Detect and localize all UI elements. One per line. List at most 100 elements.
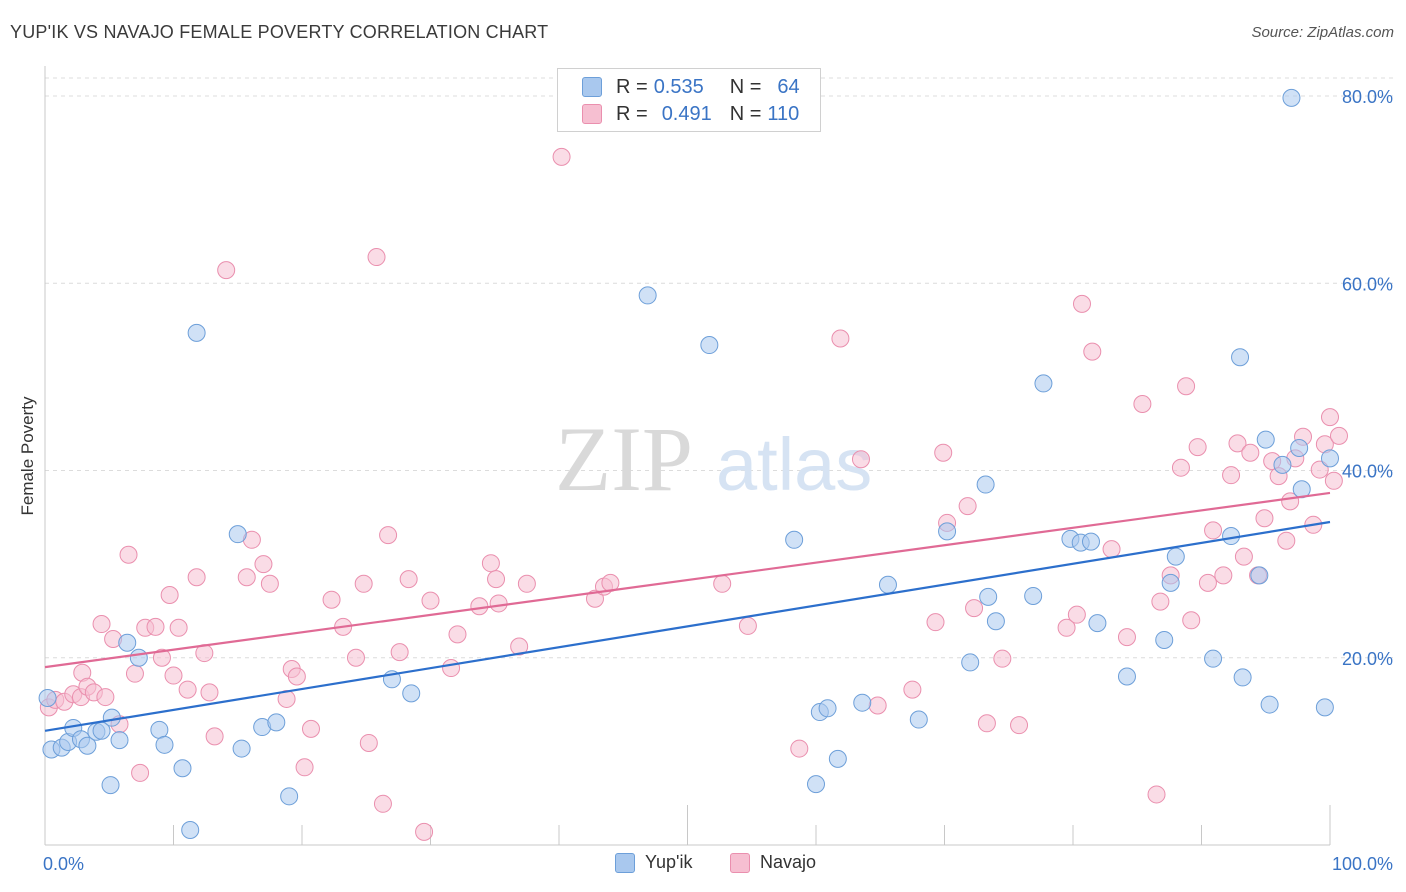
- yupik-point: [1233, 668, 1252, 687]
- navajo-point: [1188, 438, 1207, 457]
- navajo-point: [119, 545, 138, 564]
- navajo-point: [125, 664, 144, 683]
- yupik-point: [807, 775, 825, 794]
- n-value: 110: [767, 102, 800, 125]
- yupik-point: [129, 648, 148, 667]
- navajo-point: [442, 659, 461, 678]
- x-tick-label: 100.0%: [1332, 854, 1393, 874]
- navajo-point: [1067, 605, 1086, 624]
- navajo-point: [977, 714, 996, 733]
- yupik-point: [938, 522, 957, 541]
- legend-item-navajo: Navajo: [730, 852, 816, 873]
- n-value: 64: [777, 75, 800, 98]
- navajo-point: [1010, 716, 1029, 735]
- navajo-point: [1072, 294, 1091, 313]
- y-tick-label: 60.0%: [1342, 274, 1393, 294]
- navajo-point: [1083, 342, 1102, 361]
- navajo-point: [1310, 460, 1329, 479]
- navajo-point: [187, 568, 206, 587]
- yupik-point: [1204, 649, 1223, 668]
- navajo-point: [1214, 566, 1233, 585]
- yupik-point: [1161, 573, 1180, 592]
- yupik-point: [1315, 698, 1334, 717]
- yupik-point: [181, 821, 200, 840]
- navajo-point: [96, 688, 115, 707]
- navajo-point: [1133, 395, 1152, 414]
- navajo-point: [322, 590, 341, 609]
- yupik-point: [173, 759, 192, 778]
- yupik-point: [976, 475, 995, 494]
- n-label: N =: [729, 102, 762, 125]
- n-label: N =: [729, 75, 762, 98]
- navajo-point: [926, 613, 945, 632]
- navajo-point: [481, 554, 500, 573]
- navajo-point: [1255, 509, 1274, 528]
- navajo-point: [1198, 573, 1217, 592]
- yupik-point: [853, 693, 872, 712]
- navajo-point: [1277, 531, 1296, 550]
- navajo-point: [301, 719, 320, 738]
- y-tick-label: 20.0%: [1342, 649, 1393, 669]
- navajo-point: [367, 248, 386, 267]
- yupik-point: [700, 336, 719, 355]
- navajo-point: [146, 617, 165, 636]
- navajo-point: [1102, 540, 1121, 559]
- navajo-point: [152, 648, 171, 667]
- navajo-point: [379, 526, 398, 545]
- navajo-legend-swatch: [730, 852, 750, 873]
- legend-item-yupik: Yup'ik: [615, 852, 692, 873]
- navajo-point: [470, 597, 489, 616]
- yupik-point: [38, 689, 57, 708]
- navajo-point: [851, 450, 870, 469]
- yupik-point: [986, 612, 1005, 631]
- yupik-trend-line: [44, 520, 1331, 732]
- yupik-point: [267, 713, 286, 732]
- navajo-point: [1171, 458, 1190, 477]
- navajo-point: [585, 589, 604, 608]
- yupik-point: [1155, 630, 1174, 649]
- yupik-point: [228, 525, 247, 544]
- watermark-atlas: atlas: [716, 423, 872, 506]
- navajo-point: [993, 649, 1012, 668]
- navajo-point: [160, 586, 179, 605]
- navajo-point: [1234, 547, 1253, 566]
- tick-labels: 20.0% 40.0% 60.0% 80.0% 0.0% 100.0%: [43, 87, 1393, 874]
- navajo-points: [39, 147, 1348, 841]
- navajo-point: [205, 727, 224, 746]
- source-credit: Source: ZipAtlas.com: [1251, 24, 1394, 41]
- navajo-point: [1151, 592, 1170, 611]
- yupik-point: [110, 731, 129, 750]
- yupik-point: [828, 749, 847, 768]
- yupik-point: [1273, 455, 1292, 474]
- yupik-point: [1034, 374, 1053, 393]
- navajo-point: [295, 758, 314, 777]
- navajo-point: [421, 591, 440, 610]
- yupik-points: [38, 88, 1339, 840]
- navajo-point: [1177, 377, 1196, 396]
- series-legend: Yup'ik Navajo: [0, 852, 1406, 878]
- yupik-legend-swatch: [615, 852, 635, 873]
- navajo-point: [1228, 434, 1247, 453]
- r-label: R =: [616, 102, 648, 125]
- navajo-point: [354, 574, 373, 593]
- navajo-point: [1117, 628, 1136, 647]
- yupik-point: [1282, 88, 1301, 107]
- navajo-point: [164, 666, 183, 685]
- navajo-point: [1329, 426, 1348, 445]
- navajo-point: [131, 763, 150, 782]
- navajo-point: [1321, 408, 1339, 427]
- navajo-point: [1182, 611, 1201, 630]
- legend-row-navajo: R = 0.491 N = 110: [582, 102, 799, 126]
- navajo-point: [489, 594, 508, 613]
- navajo-point: [903, 680, 922, 699]
- yupik-point: [78, 736, 97, 755]
- navajo-point: [517, 574, 536, 593]
- navajo-point: [346, 648, 365, 667]
- yupik-legend-label: Yup'ik: [645, 852, 693, 872]
- navajo-point: [1147, 785, 1166, 804]
- navajo-point: [1241, 443, 1260, 462]
- trend-lines: [44, 491, 1331, 732]
- yupik-point: [1321, 449, 1339, 468]
- navajo-point: [178, 680, 197, 699]
